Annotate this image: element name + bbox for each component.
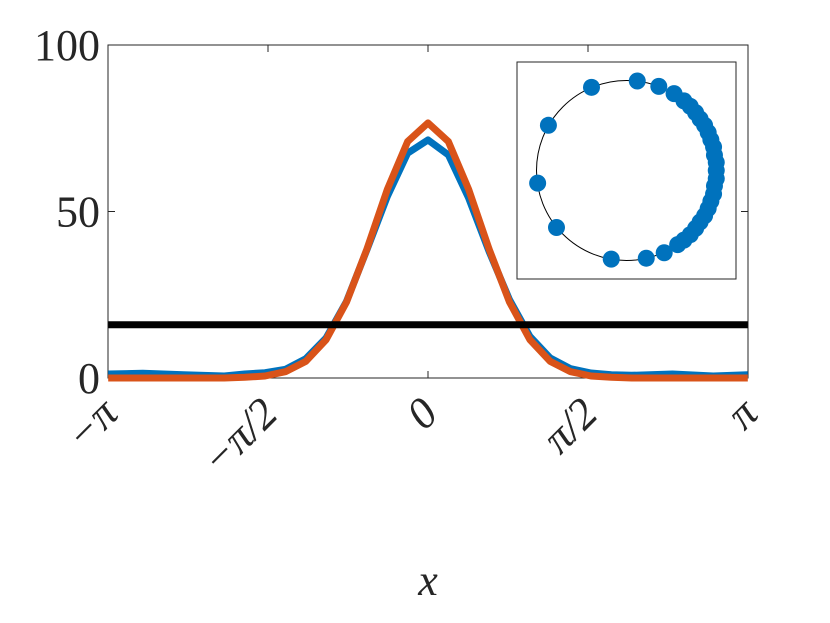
series-line xyxy=(108,119,748,382)
point xyxy=(637,249,655,267)
inset-box xyxy=(516,61,737,280)
point xyxy=(539,116,557,134)
x-tick-label: −π/2 xyxy=(192,388,287,483)
x-axis-label: x xyxy=(417,556,438,605)
point xyxy=(547,218,565,236)
y-tick-label: 100 xyxy=(34,21,100,70)
x-tick-label: −π xyxy=(56,387,129,460)
y-tick-label: 0 xyxy=(78,354,100,403)
point xyxy=(602,250,620,268)
point xyxy=(655,244,673,262)
point xyxy=(582,78,600,96)
x-tick-label: π/2 xyxy=(533,388,607,462)
point xyxy=(628,72,646,90)
x-tick-label: π xyxy=(717,387,769,439)
x-tick-label: 0 xyxy=(397,388,447,438)
y-tick-label: 50 xyxy=(56,188,100,237)
point xyxy=(650,77,668,95)
point xyxy=(669,236,687,254)
point xyxy=(529,174,547,192)
